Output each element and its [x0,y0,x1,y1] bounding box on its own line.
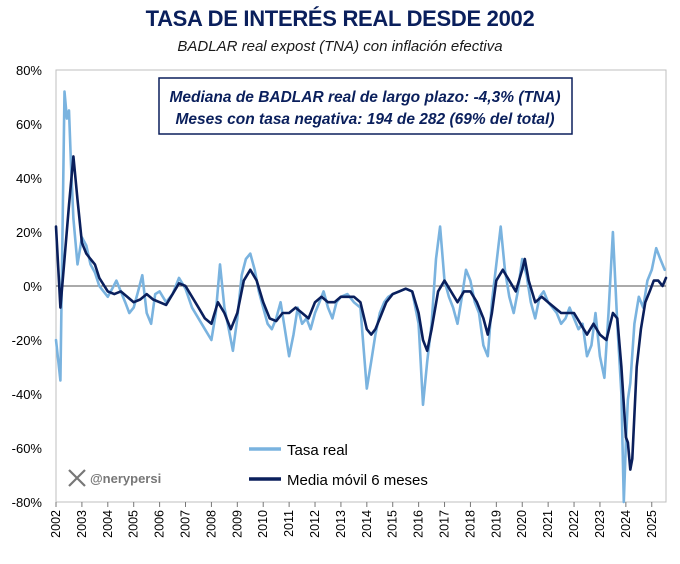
x-tick-label: 2019 [489,510,503,538]
chart-subtitle: BADLAR real expost (TNA) con inflación e… [177,38,503,55]
x-tick-label: 2002 [49,510,63,538]
y-tick-label: 0% [23,279,42,294]
x-tick-label: 2008 [204,510,218,538]
annotation-line-negative-months: Meses con tasa negativa: 194 de 282 (69%… [175,111,554,128]
x-tick-label: 2004 [101,510,115,538]
x-axis: 2002 2003 2004 2005 2006 2007 2008 2009 2010 2011… [49,502,659,538]
y-tick-label: 60% [16,117,42,132]
y-tick-label: 80% [16,63,42,78]
y-axis: 80% 60% 40% 20% 0% -20% -40% -60% -80% [12,63,43,510]
annotation-frame [158,77,573,135]
x-tick-label: 2024 [619,510,633,538]
x-tick-label: 2015 [386,510,400,538]
x-logo-icon [68,469,86,487]
x-tick-label: 2021 [541,510,555,538]
x-tick-label: 2023 [593,510,607,538]
y-tick-label: -20% [12,333,43,348]
x-tick-label: 2022 [567,510,581,538]
series-line-tasa-real [54,90,666,504]
y-tick-label: 20% [16,225,42,240]
x-tick-label: 2025 [645,510,659,538]
annotation-line-median: Mediana de BADLAR real de largo plazo: -… [170,89,561,106]
x-tick-label: 2013 [334,510,348,538]
series-layer [54,90,668,504]
x-tick-label: 2003 [75,510,89,538]
series-line-media-movil [54,155,668,471]
legend: Tasa real Media móvil 6 meses [249,442,428,489]
legend-label-media-movil: Media móvil 6 meses [287,472,428,489]
annotation-box: Mediana de BADLAR real de largo plazo: -… [158,77,573,135]
plot-frame [55,69,667,503]
x-tick-label: 2011 [282,510,296,537]
watermark-handle: @nerypersi [90,471,161,486]
x-tick-label: 2009 [230,510,244,538]
x-tick-label: 2016 [412,510,426,538]
legend-label-tasa-real: Tasa real [287,442,348,459]
x-tick-label: 2014 [360,510,374,538]
y-tick-label: -60% [12,441,43,456]
y-tick-label: 40% [16,171,42,186]
x-tick-label: 2010 [256,510,270,538]
x-tick-label: 2006 [153,510,167,538]
x-tick-label: 2005 [127,510,141,538]
x-tick-label: 2012 [308,510,322,538]
x-tick-label: 2007 [179,510,193,538]
x-tick-label: 2020 [515,510,529,538]
y-tick-label: -40% [12,387,43,402]
y-tick-label: -80% [12,495,43,510]
watermark: @nerypersi [68,469,161,487]
chart-title: TASA DE INTERÉS REAL DESDE 2002 [145,6,535,31]
x-tick-label: 2017 [438,510,452,538]
x-tick-label: 2018 [463,510,477,538]
